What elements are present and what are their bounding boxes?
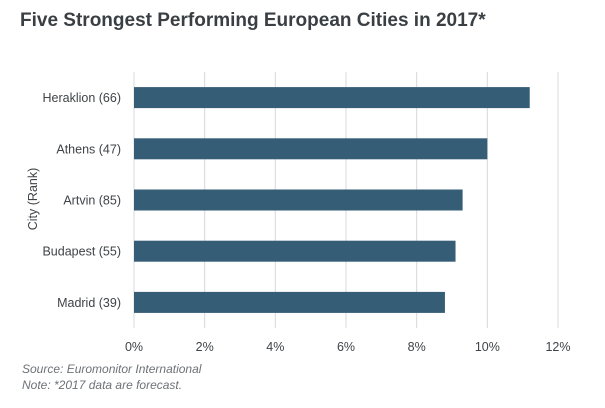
category-label: Madrid (39) — [57, 296, 121, 310]
chart-title: Five Strongest Performing European Citie… — [20, 10, 486, 31]
category-label: Athens (47) — [56, 142, 121, 156]
bar-1 — [134, 138, 488, 160]
category-label: Artvin (85) — [63, 194, 121, 208]
x-tick-label: 4% — [266, 340, 284, 354]
x-tick-label: 2% — [196, 340, 214, 354]
bar-3 — [134, 240, 456, 262]
x-tick-labels: 0% 2% 4% 6% 8% 10% 12% — [125, 340, 571, 354]
source-note: Source: Euromonitor International — [22, 362, 202, 376]
bars — [134, 87, 530, 313]
bar-4 — [134, 291, 445, 313]
bar-0 — [134, 87, 530, 109]
bar-2 — [134, 189, 463, 211]
category-label: Heraklion (66) — [42, 91, 121, 105]
x-tick-label: 0% — [125, 340, 143, 354]
x-tick-label: 10% — [475, 340, 500, 354]
x-tick-label: 6% — [337, 340, 355, 354]
x-tick-label: 12% — [545, 340, 570, 354]
category-labels: Heraklion (66) Athens (47) Artvin (85) Buda… — [42, 91, 121, 310]
y-axis-title: City (Rank) — [26, 168, 40, 231]
forecast-note: Note: *2017 data are forecast. — [22, 378, 183, 392]
chart-notes: Source: Euromonitor International Note: … — [22, 361, 201, 393]
category-label: Budapest (55) — [42, 245, 121, 259]
x-tick-label: 8% — [408, 340, 426, 354]
